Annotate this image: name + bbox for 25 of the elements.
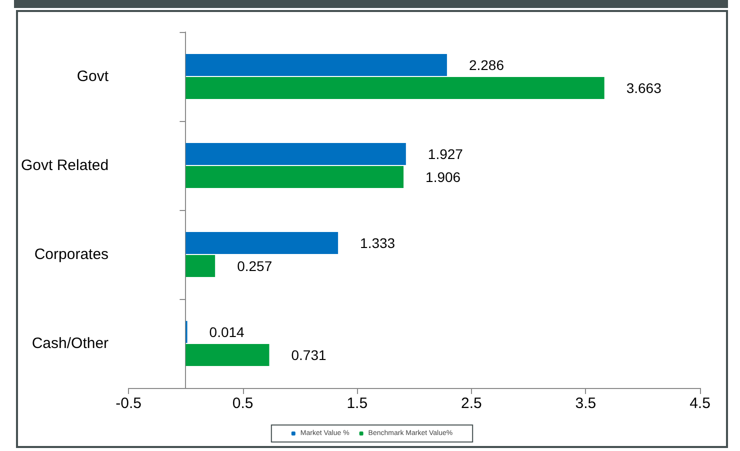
x-tick-label: 1.5 <box>346 395 368 412</box>
x-tick-label: 3.5 <box>575 395 596 412</box>
bar <box>186 54 447 76</box>
data-label: 1.906 <box>426 169 461 186</box>
data-label: 3.663 <box>626 80 662 96</box>
y-tick-label: Govt Related <box>21 157 109 174</box>
x-tick-label: -0.5 <box>116 395 142 412</box>
x-tick-label: 4.5 <box>690 395 710 412</box>
data-label: 0.257 <box>237 258 272 274</box>
bar <box>186 142 406 165</box>
bar <box>186 77 604 100</box>
bar <box>186 255 216 278</box>
data-label: 1.927 <box>428 146 464 162</box>
y-tick-label: Cash/Other <box>32 335 109 352</box>
data-label: 0.014 <box>209 324 245 340</box>
x-tick-label: 0.5 <box>232 395 254 412</box>
data-label: 0.731 <box>291 347 326 364</box>
y-tick-label: Govt <box>76 68 110 85</box>
bar <box>186 166 404 188</box>
bar <box>186 232 338 254</box>
data-label: 2.286 <box>468 56 504 73</box>
data-label: 1.333 <box>360 234 396 251</box>
x-tick-label: 2.5 <box>460 395 482 412</box>
y-tick-label: Corporates <box>34 246 109 263</box>
bar <box>186 344 270 366</box>
